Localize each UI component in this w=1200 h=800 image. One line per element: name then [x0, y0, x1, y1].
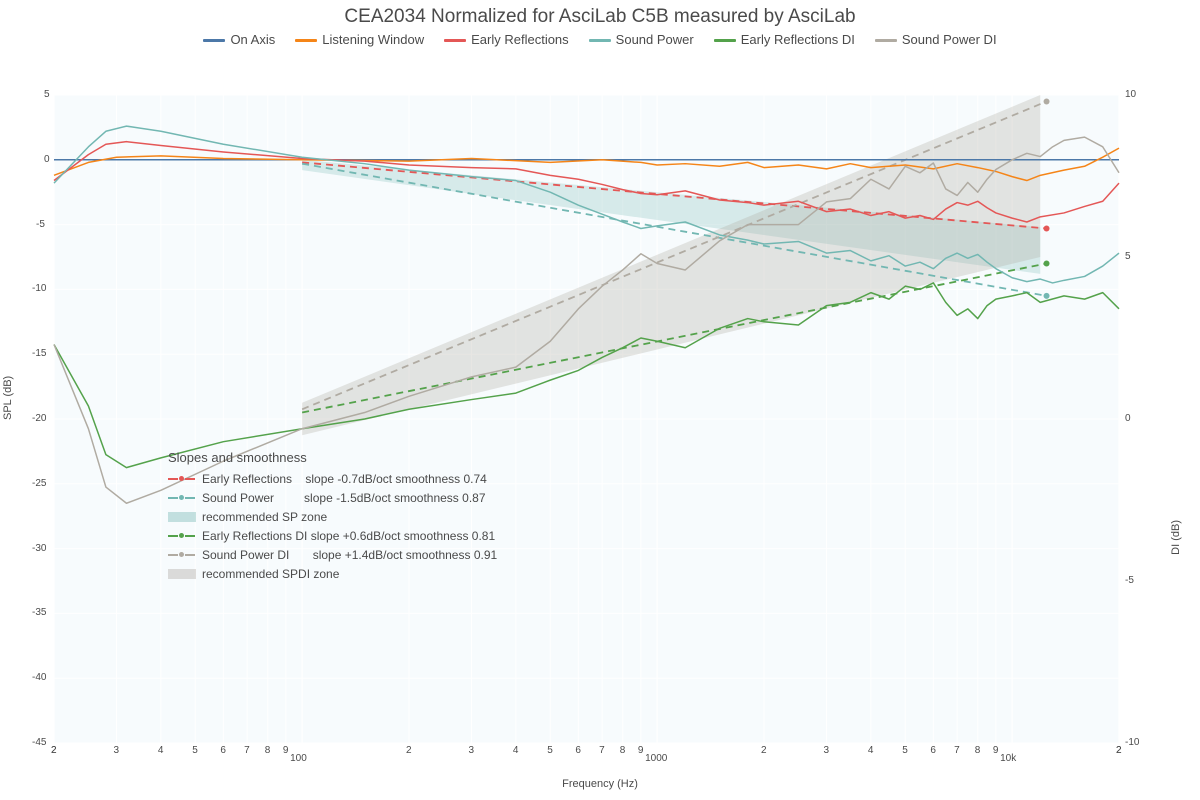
legend-label: On Axis: [230, 32, 275, 47]
x-major-tick: 1000: [645, 753, 667, 764]
y-left-tick: -15: [32, 348, 48, 359]
y-left-tick: 5: [44, 89, 48, 100]
y-right-tick: 0: [1125, 413, 1131, 424]
legend-swatch: [875, 39, 897, 42]
legend-label: Early Reflections DI: [741, 32, 855, 47]
y-left-tick: -30: [32, 543, 48, 554]
y-left-tick: -45: [32, 737, 48, 748]
legend-label: Sound Power: [616, 32, 694, 47]
x-minor-tick: 5: [547, 745, 553, 756]
legend-swatch: [444, 39, 466, 42]
slopes-legend-row: Early Reflections DI slope +0.6dB/oct sm…: [168, 526, 497, 545]
x-minor-tick: 5: [192, 745, 198, 756]
y-left-tick: -20: [32, 413, 48, 424]
y-right-tick: -5: [1125, 575, 1134, 586]
x-minor-tick: 2: [51, 745, 57, 756]
x-minor-tick: 2: [406, 745, 412, 756]
legend-item[interactable]: Sound Power DI: [875, 32, 997, 47]
x-minor-tick: 7: [244, 745, 250, 756]
x-minor-tick: 6: [220, 745, 226, 756]
y-axis-left-label: SPL (dB): [2, 376, 14, 420]
legend-swatch: [295, 39, 317, 42]
legend-item[interactable]: Early Reflections: [444, 32, 569, 47]
legend-swatch: [714, 39, 736, 42]
legend-swatch: [203, 39, 225, 42]
x-minor-tick: 6: [575, 745, 581, 756]
legend-item[interactable]: On Axis: [203, 32, 275, 47]
slopes-legend-title: Slopes and smoothness: [168, 450, 497, 465]
x-minor-tick: 8: [975, 745, 981, 756]
x-minor-tick: 9: [283, 745, 289, 756]
x-minor-tick: 8: [265, 745, 271, 756]
y-left-tick: 0: [44, 154, 48, 165]
x-minor-tick: 9: [638, 745, 644, 756]
x-minor-tick: 2: [761, 745, 767, 756]
y-right-tick: 10: [1125, 89, 1136, 100]
slopes-legend-row: recommended SP zone: [168, 507, 497, 526]
x-major-tick: 10k: [1000, 753, 1016, 764]
y-left-tick: -5: [36, 219, 48, 230]
slopes-legend-row: Early Reflections slope -0.7dB/oct smoot…: [168, 469, 497, 488]
y-left-tick: -10: [32, 283, 48, 294]
x-major-tick: 100: [290, 753, 307, 764]
y-left-tick: -35: [32, 607, 48, 618]
chart-title: CEA2034 Normalized for AsciLab C5B measu…: [0, 0, 1200, 28]
x-minor-tick: 4: [513, 745, 519, 756]
x-minor-tick: 7: [599, 745, 605, 756]
y-left-tick: -40: [32, 672, 48, 683]
y-right-tick: -10: [1125, 737, 1139, 748]
spdi-zone: [302, 95, 1040, 435]
x-axis-label: Frequency (Hz): [0, 778, 1200, 790]
legend-label: Sound Power DI: [902, 32, 997, 47]
legend-item[interactable]: Early Reflections DI: [714, 32, 855, 47]
slopes-legend-row: Sound Power DI slope +1.4dB/oct smoothne…: [168, 545, 497, 564]
legend-item[interactable]: Sound Power: [589, 32, 694, 47]
x-minor-tick: 3: [114, 745, 120, 756]
x-minor-tick: 6: [930, 745, 936, 756]
x-minor-tick: 4: [158, 745, 164, 756]
x-minor-tick: 5: [902, 745, 908, 756]
plot-area: Slopes and smoothness Early Reflections …: [54, 95, 1119, 743]
x-minor-tick: 9: [993, 745, 999, 756]
top-legend: On Axis Listening Window Early Reflections…: [0, 28, 1200, 47]
y-right-tick: 5: [1125, 251, 1131, 262]
chart-svg: [54, 95, 1119, 743]
x-minor-tick: 3: [824, 745, 830, 756]
legend-label: Listening Window: [322, 32, 424, 47]
x-minor-tick: 2: [1116, 745, 1122, 756]
slopes-legend-row: recommended SPDI zone: [168, 564, 497, 583]
y-axis-right-label: DI (dB): [1170, 520, 1182, 555]
legend-item[interactable]: Listening Window: [295, 32, 424, 47]
x-minor-tick: 8: [620, 745, 626, 756]
legend-label: Early Reflections: [471, 32, 569, 47]
x-minor-tick: 3: [469, 745, 475, 756]
legend-swatch: [589, 39, 611, 42]
slopes-legend: Slopes and smoothness Early Reflections …: [168, 450, 497, 583]
y-left-tick: -25: [32, 478, 48, 489]
slopes-legend-row: Sound Power slope -1.5dB/oct smoothness …: [168, 488, 497, 507]
x-minor-tick: 7: [954, 745, 960, 756]
x-minor-tick: 4: [868, 745, 874, 756]
